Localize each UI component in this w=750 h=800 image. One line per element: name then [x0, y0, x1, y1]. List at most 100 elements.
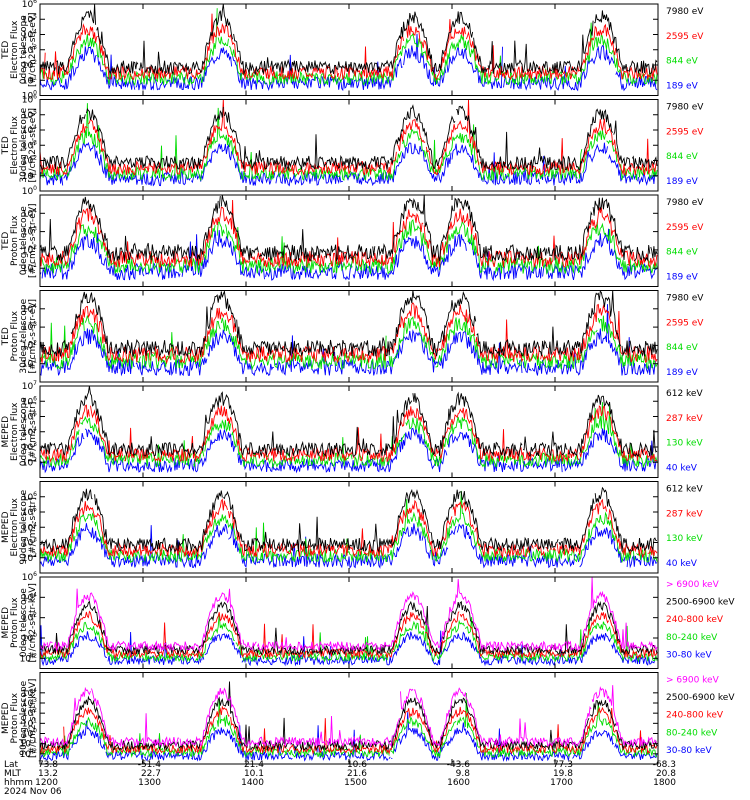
legend-entry: 189 eV	[666, 272, 699, 282]
panel-traces	[40, 4, 658, 92]
y-tick-label: 10-1	[20, 738, 38, 750]
y-tick-label: 102	[22, 155, 37, 167]
y-tick-label: 104	[22, 29, 37, 41]
footer-value: 1500	[344, 778, 367, 788]
legend-entry: 287 keV	[666, 414, 703, 424]
y-axis-label: MEPEDElectron Flux0deg telescope[#/cm2-s…	[1, 397, 38, 467]
legend-entry: 40 keV	[666, 559, 698, 569]
footer-value: 10.1	[243, 769, 264, 779]
footer-row-hhmm: hhmm	[4, 778, 33, 788]
y-tick-label: 106	[22, 395, 37, 407]
series-line-612-kev	[40, 386, 658, 458]
legend-entry: 240-800 keV	[666, 615, 724, 625]
y-tick-label: 107	[22, 380, 37, 392]
y-tick-label: 103	[22, 44, 37, 56]
series-line-7980-ev	[40, 104, 658, 172]
legend-entry: 2500-6900 keV	[666, 598, 735, 608]
legend-entry: 189 eV	[666, 177, 699, 187]
panel-traces	[40, 99, 658, 187]
legend-entry: 2595 eV	[666, 223, 704, 233]
y-tick-label: 105	[22, 13, 37, 25]
legend-entry: 2595 eV	[666, 318, 704, 328]
y-tick-label: 104	[22, 426, 37, 438]
series-line-7980-ev	[40, 4, 658, 76]
y-tick-label: 106	[22, 94, 37, 106]
legend-entry: 30-80 keV	[666, 650, 712, 660]
footer-label: hhmm	[4, 778, 33, 788]
y-axis-label: TEDElectron Flux0deg telescope[#/cm2-s-s…	[1, 12, 38, 87]
footer-value: 1300	[138, 778, 161, 788]
legend-entry: 7980 eV	[666, 7, 704, 17]
y-tick-label: 101	[22, 74, 37, 86]
y-axis-label: MEPEDProton Flux0deg telescope[#/cm2-s-s…	[1, 583, 38, 662]
y-tick-label: 100	[22, 632, 37, 644]
y-tick-label: 103	[22, 139, 37, 151]
panel-frame	[39, 576, 659, 669]
footer-value: 1400	[241, 778, 264, 788]
series-line--6900-kev	[40, 577, 658, 653]
footer-value: 21.6	[346, 769, 367, 779]
footer-value: -68.3	[652, 760, 676, 770]
y-tick-label: 104	[22, 687, 37, 699]
legend-entry: 2595 eV	[666, 127, 704, 137]
y-tick-label: 103	[22, 697, 37, 709]
y-tick-label: 102	[22, 612, 37, 624]
footer-value: 19.8	[552, 769, 573, 779]
y-tick-label: 104	[22, 591, 37, 603]
y-axis-label: MEPEDElectron Flux90deg telescope[#/cm2-…	[1, 489, 38, 564]
legend-entry: 80-240 keV	[666, 633, 718, 643]
legend-entry: > 6900 keV	[666, 580, 720, 590]
y-tick-label: 102	[22, 707, 37, 719]
time-axis-footer: Lat MLT hhmm 2024 Nov 06 73.8 -51.4 21.4 10…	[4, 760, 744, 800]
footer-value: 20.8	[655, 769, 676, 779]
series-line--6900-kev	[40, 685, 658, 748]
y-tick-label: 10-2	[20, 748, 38, 760]
series-line-287-kev	[40, 404, 658, 463]
y-tick-label: 105	[22, 411, 37, 423]
y-tick-label: 104	[22, 207, 37, 219]
legend-entry: 40 keV	[666, 463, 698, 473]
footer-row-lat: Lat	[4, 760, 18, 770]
panel-traces	[40, 195, 658, 282]
y-tick-label: 104	[22, 303, 37, 315]
y-tick-label: 106	[22, 571, 37, 583]
legend-entry: 844 eV	[666, 152, 699, 162]
legend-entry: 287 keV	[666, 509, 703, 519]
legend-entry: 612 keV	[666, 389, 703, 399]
footer-value: 10.6	[346, 760, 367, 770]
legend-entry: > 6900 keV	[666, 676, 720, 686]
footer-value: 21.4	[243, 760, 264, 770]
footer-value: 1700	[550, 778, 573, 788]
y-tick-label: 101	[22, 717, 37, 729]
y-tick-label: 104	[22, 521, 37, 533]
footer-value: 13.2	[37, 769, 58, 779]
footer-row-mlt: MLT	[4, 769, 21, 779]
y-axis-label: TEDProton Flux0deg telescope[#/cm2-s-str…	[1, 203, 38, 278]
panel-frame	[39, 290, 659, 383]
legend-entry: 844 eV	[666, 343, 699, 353]
series-line-7980-ev	[40, 195, 658, 263]
y-axis-label: TEDProton Flux30deg telescope[#/cm2-s-st…	[1, 298, 38, 373]
legend-entry: 7980 eV	[666, 294, 704, 304]
y-tick-label: 101	[22, 358, 37, 370]
footer-value: -51.4	[137, 760, 161, 770]
series-line-844-ev	[40, 103, 658, 182]
footer-value: 22.7	[140, 769, 161, 779]
footer-value: -43.6	[446, 760, 470, 770]
panel-traces	[40, 290, 658, 377]
y-tick-label: 105	[22, 506, 37, 518]
legend-entry: 2500-6900 keV	[666, 693, 735, 703]
footer-value: 1600	[447, 778, 470, 788]
legend-entry: 844 eV	[666, 248, 699, 258]
legend-entry: 7980 eV	[666, 103, 704, 113]
legend-entry: 844 eV	[666, 57, 699, 67]
footer-value: 9.8	[455, 769, 470, 779]
y-tick-label: 102	[22, 59, 37, 71]
legend-entry: 612 keV	[666, 485, 703, 495]
panel-frame	[39, 672, 659, 765]
y-tick-label: 103	[22, 321, 37, 333]
legend-entry: 240-800 keV	[666, 711, 724, 721]
legend-entry: 2595 eV	[666, 32, 704, 42]
